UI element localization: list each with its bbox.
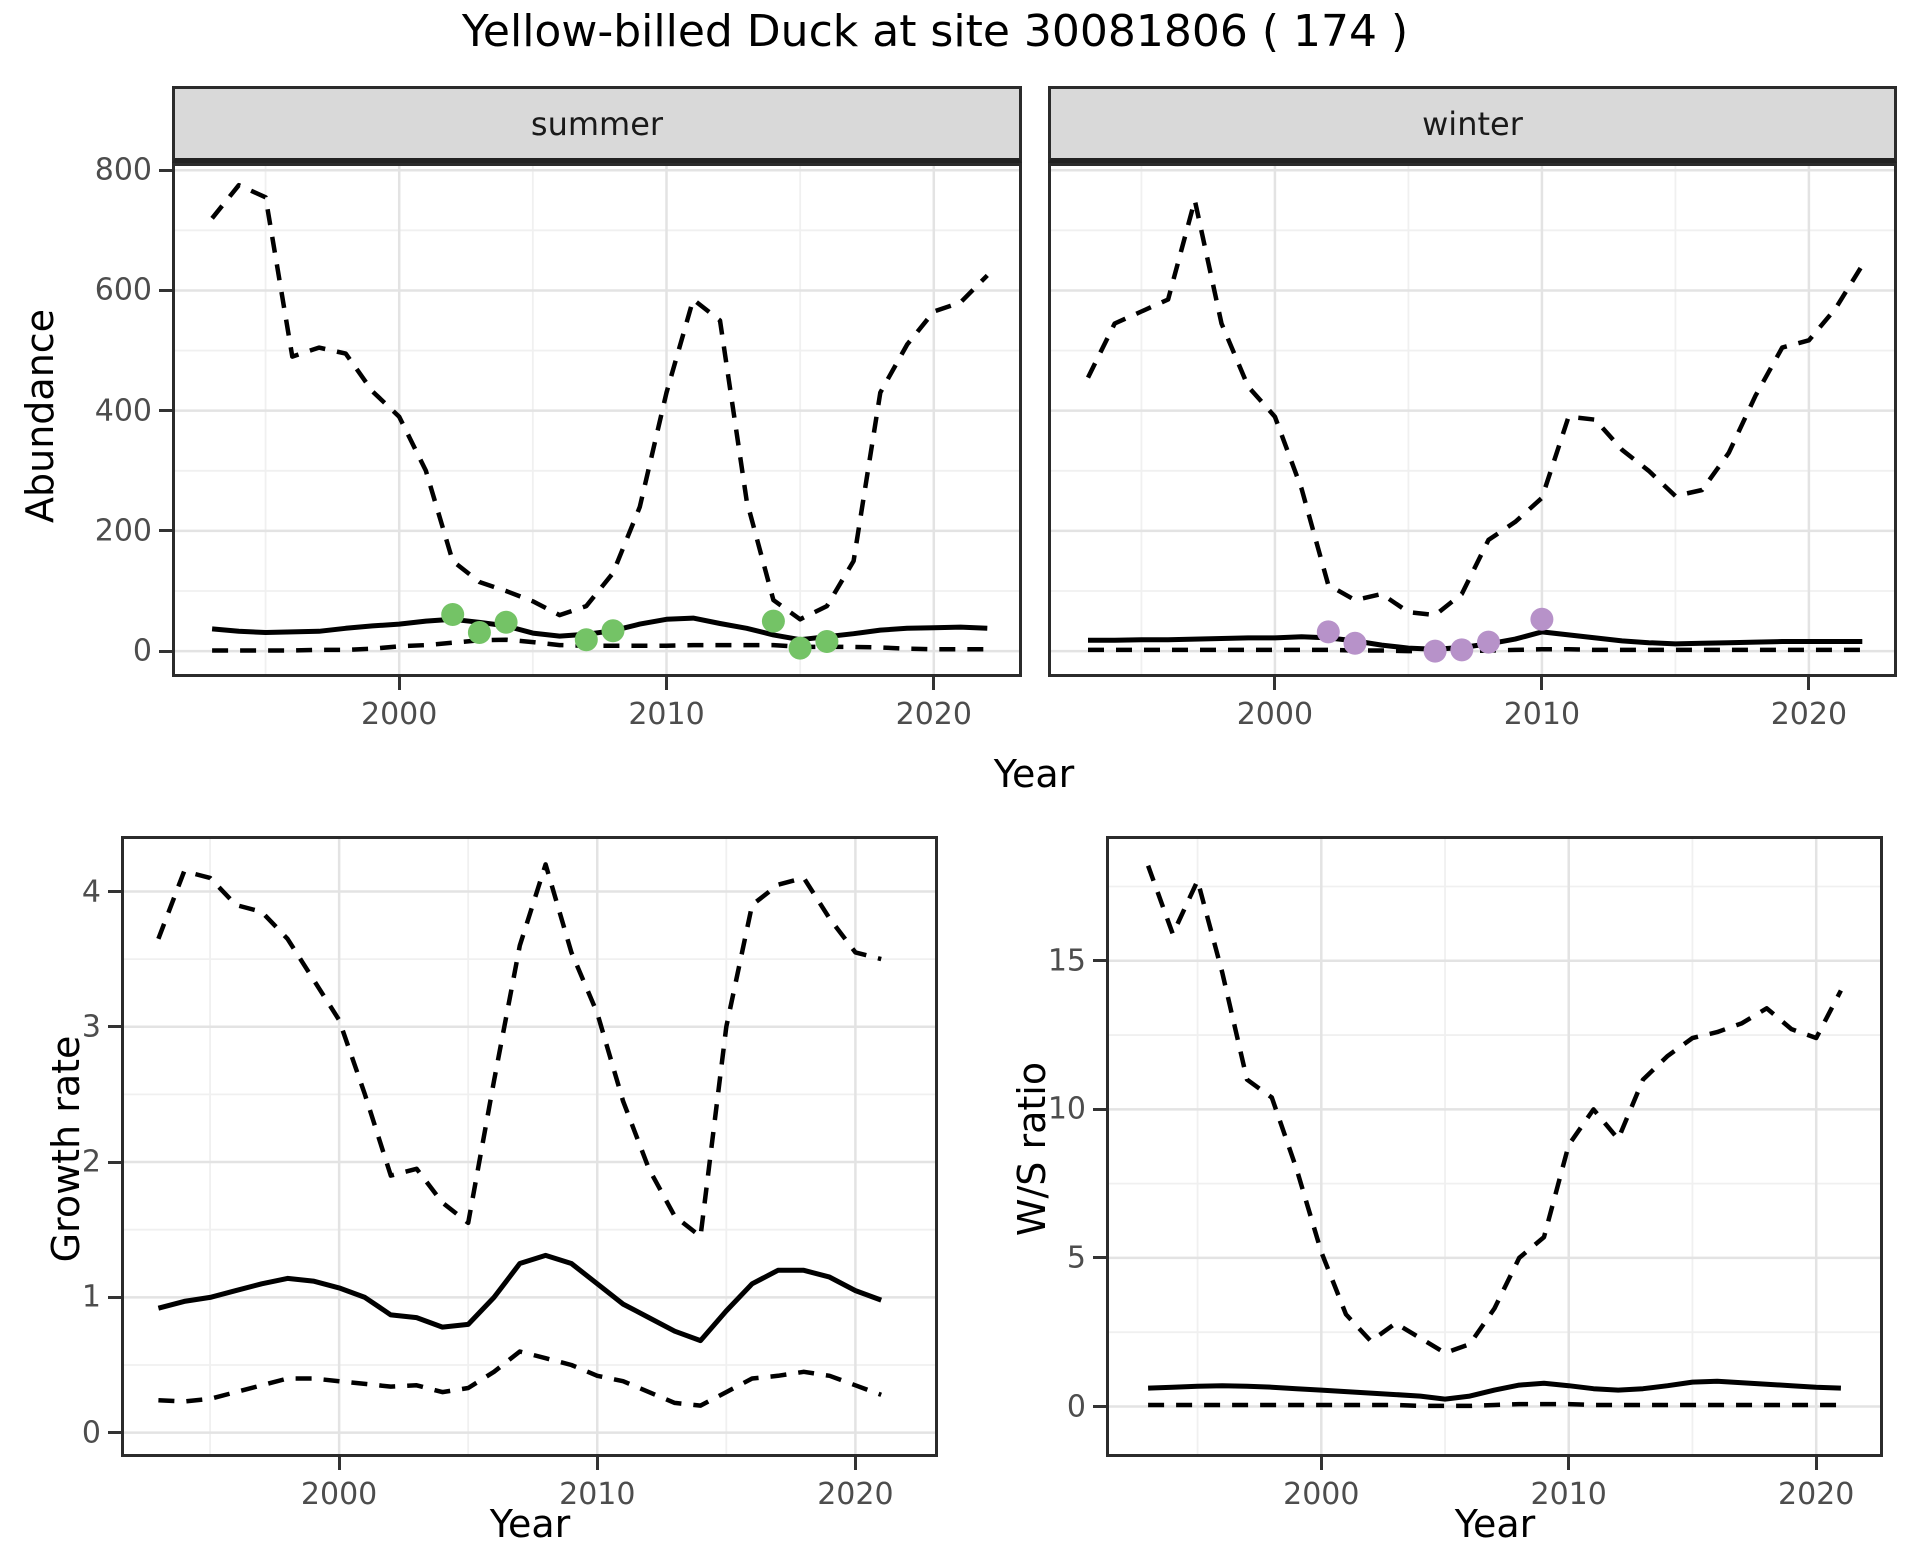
top-year-axis-title: Year <box>993 752 1075 796</box>
facet-strip-winter: winter <box>1048 86 1897 163</box>
axis-tick <box>1807 677 1811 690</box>
axis-tick <box>108 890 121 893</box>
abundance_summer-plot <box>172 163 1022 677</box>
observation-point <box>574 628 598 652</box>
bottom-right-year-axis-title: Year <box>1454 1502 1536 1546</box>
y-axis-tick-label: 600 <box>94 272 152 308</box>
ws_ratio-lower_95ci-line <box>1148 1401 1841 1409</box>
bottom-left-year-axis-title: Year <box>489 1502 571 1546</box>
y-axis-tick-label: 400 <box>94 393 152 429</box>
observation-point <box>601 619 625 643</box>
x-axis-tick-label: 2000 <box>300 1477 378 1512</box>
y-axis-tick-label: 2 <box>81 1144 101 1180</box>
axis-tick <box>1093 1107 1106 1111</box>
growth_rate-lower_95ci-line <box>158 1349 882 1408</box>
x-axis-tick-label: 2020 <box>895 697 972 732</box>
x-axis-tick-label: 2010 <box>1530 1477 1607 1512</box>
x-axis-tick-label: 2020 <box>817 1477 894 1512</box>
observation-point <box>467 621 491 644</box>
axis-tick <box>1093 959 1106 963</box>
y-axis-tick-label: 800 <box>94 152 152 188</box>
observation-point <box>1450 638 1474 662</box>
axis-tick <box>108 1295 121 1299</box>
y-axis-tick-label: 15 <box>1047 943 1086 979</box>
x-axis-tick-label: 2010 <box>559 1477 636 1512</box>
axis-tick <box>159 529 172 533</box>
x-axis-tick-label: 2000 <box>361 697 438 732</box>
axis-tick <box>108 1160 121 1164</box>
abundance_winter-lower_95ci-line <box>1088 647 1863 654</box>
axis-tick <box>1319 1457 1323 1470</box>
ws_ratio-upper_95ci-line <box>1145 864 1843 1356</box>
y-axis-tick-label: 10 <box>1047 1091 1086 1127</box>
axis-tick <box>1093 1256 1106 1260</box>
abundance_summer-lower_95ci-line <box>212 637 988 653</box>
axis-tick <box>1567 1457 1571 1470</box>
abundance_winter-mean-line <box>1088 629 1863 652</box>
y-axis-tick-label: 0 <box>132 633 152 669</box>
facet-strip-summer: summer <box>172 86 1022 163</box>
y-axis-tick-label: 0 <box>81 1415 101 1451</box>
axis-tick <box>1273 677 1277 690</box>
x-axis-tick-label: 2020 <box>1778 1477 1855 1512</box>
y-axis-tick-label: 0 <box>1066 1389 1086 1424</box>
growth_rate-upper_95ci-line <box>156 862 882 1239</box>
abundance_summer-mean-line <box>211 615 988 643</box>
y-axis-tick-label: 4 <box>81 874 101 909</box>
x-axis-tick-label: 2010 <box>1503 697 1581 732</box>
observation-point <box>1423 639 1447 663</box>
observation-point <box>494 610 518 634</box>
axis-tick <box>595 1457 599 1470</box>
abundance_winter-upper_95ci-line <box>1085 198 1865 618</box>
abundance_winter-plot <box>1048 163 1897 677</box>
growth_rate-plot <box>121 836 938 1457</box>
abundance_summer-upper_95ci-line <box>210 182 989 622</box>
axis-tick <box>159 288 172 292</box>
facet-strip-winter-label: winter <box>1422 104 1523 143</box>
axis-tick <box>108 1025 121 1029</box>
axis-tick <box>108 1431 121 1435</box>
axis-tick <box>853 1457 857 1470</box>
axis-tick <box>159 409 172 413</box>
ws_ratio-plot <box>1106 836 1883 1457</box>
observation-point <box>1477 630 1500 654</box>
facet-strip-summer-label: summer <box>530 104 664 143</box>
axis-tick <box>397 677 401 690</box>
observation-point <box>1343 631 1367 655</box>
y-axis-tick-label: 200 <box>94 513 152 549</box>
observation-point <box>815 630 839 653</box>
growth_rate-mean-line <box>157 1252 883 1344</box>
observation-point <box>761 609 785 633</box>
axis-tick <box>1540 677 1544 690</box>
observation-point <box>441 603 465 626</box>
axis-tick <box>1814 1457 1818 1470</box>
ws-axis-title: W/S ratio <box>1010 1061 1054 1237</box>
x-axis-tick-label: 2000 <box>1236 697 1314 732</box>
axis-tick <box>665 677 668 690</box>
axis-tick <box>337 1457 341 1470</box>
y-axis-tick-label: 1 <box>81 1279 101 1315</box>
x-axis-tick-label: 2010 <box>628 697 705 732</box>
chart-title: Yellow-billed Duck at site 30081806 ( 17… <box>461 6 1409 57</box>
observation-point <box>1316 620 1340 644</box>
observation-point <box>1530 607 1554 631</box>
axis-tick <box>932 677 936 690</box>
observation-point <box>788 636 812 660</box>
abundance-axis-title: Abundance <box>18 308 62 523</box>
y-axis-tick-label: 3 <box>81 1009 101 1045</box>
axis-tick <box>159 649 172 653</box>
ws_ratio-mean-line <box>1148 1378 1841 1402</box>
axis-tick <box>1093 1405 1106 1408</box>
axis-tick <box>159 168 172 172</box>
y-axis-tick-label: 5 <box>1066 1240 1086 1276</box>
x-axis-tick-label: 2020 <box>1770 697 1848 732</box>
x-axis-tick-label: 2000 <box>1283 1477 1360 1512</box>
